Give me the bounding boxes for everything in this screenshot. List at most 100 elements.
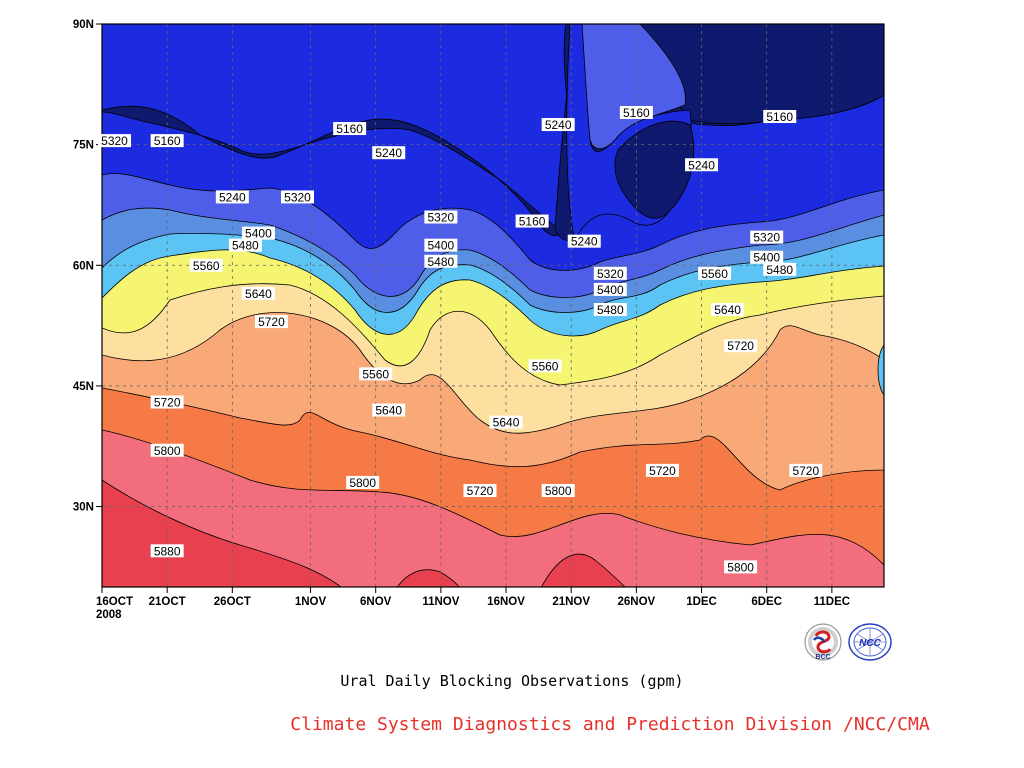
contour-label: 5720 xyxy=(724,339,758,353)
contour-label: 5320 xyxy=(750,230,784,245)
contour-label-text: 5160 xyxy=(766,110,793,124)
contour-label-text: 5640 xyxy=(714,303,741,317)
contour-label: 5240 xyxy=(215,190,249,204)
contour-label: 5640 xyxy=(489,415,523,430)
contour-label-box xyxy=(541,483,575,497)
x-tick-label: 26OCT xyxy=(214,596,251,608)
contour-label-text: 5240 xyxy=(219,190,246,204)
contour-label-box xyxy=(150,134,184,148)
x-tick-label: 6NOV xyxy=(360,596,392,608)
contour-label: 5240 xyxy=(567,234,601,249)
contour-label: 5400 xyxy=(593,282,627,297)
contour-label-box xyxy=(150,395,184,409)
x-tick-label: 1NOV xyxy=(295,596,327,608)
y-tick-label: 30N xyxy=(73,502,94,514)
ncc-logo-text: NCC xyxy=(859,638,881,649)
contour-labels: 5160 5320 5160 5240 5240 5320 5240 5160 5160 5240… xyxy=(98,105,823,574)
grid-lines xyxy=(102,24,884,587)
contour-label-box xyxy=(619,105,653,119)
contour-label-box xyxy=(489,415,523,429)
contour-label: 5240 xyxy=(685,158,719,172)
plot-frame xyxy=(101,23,885,588)
contour-label: 5400 xyxy=(750,250,784,265)
contour-label-text: 5560 xyxy=(532,359,559,373)
contour-label-text: 5320 xyxy=(428,211,455,225)
contour-label: 5800 xyxy=(346,475,380,490)
contour-label: 5400 xyxy=(424,238,458,253)
contour-label-box xyxy=(789,463,823,477)
contour-label-box xyxy=(593,282,627,296)
contour-label-box xyxy=(98,134,131,148)
contour-label: 5240 xyxy=(541,118,575,132)
contour-label-box xyxy=(150,443,184,457)
bcc-logo-icon: BCC xyxy=(804,623,842,661)
contour-label: 5800 xyxy=(150,443,184,458)
contour-label-text: 5400 xyxy=(597,283,624,297)
x-tick-label: 16OCT xyxy=(96,596,133,608)
contour-label-text: 5240 xyxy=(375,146,402,160)
contour-label-text: 5800 xyxy=(545,484,572,498)
contour-label-text: 5720 xyxy=(649,464,676,478)
contour-label-text: 5800 xyxy=(727,560,754,574)
contour-label-box xyxy=(333,122,367,136)
contour-label-text: 5640 xyxy=(493,416,520,430)
contour-label: 5560 xyxy=(698,266,732,281)
contour-label: 5640 xyxy=(711,303,745,317)
contour-label-text: 5480 xyxy=(597,303,624,317)
contour-label-box xyxy=(424,210,458,224)
contour-label-text: 5400 xyxy=(245,227,272,241)
contour-label-text: 5640 xyxy=(375,404,402,418)
contour-label-text: 5320 xyxy=(753,231,780,245)
contour-label-box xyxy=(215,190,249,204)
contour-label-box xyxy=(593,266,627,280)
contour-label-text: 5320 xyxy=(101,134,128,148)
ncc-logo-icon: NCC xyxy=(848,623,892,661)
contour-label-box xyxy=(515,214,549,228)
contour-label-text: 5880 xyxy=(154,544,181,558)
contour-label-text: 5560 xyxy=(193,259,220,273)
contour-label-box xyxy=(750,230,784,244)
contour-label-text: 5720 xyxy=(727,339,754,353)
contour-label-box xyxy=(424,254,458,268)
y-tick-label: 60N xyxy=(73,260,94,272)
contour-label-box xyxy=(711,303,745,317)
y-tick-label: 90N xyxy=(73,19,94,31)
contour-label-box xyxy=(241,286,275,300)
contour-label: 5160 xyxy=(150,134,184,148)
contour-label-box xyxy=(359,367,393,381)
contour-label-text: 5720 xyxy=(467,484,494,498)
contour-label-text: 5400 xyxy=(753,251,780,265)
contour-label: 5320 xyxy=(281,190,314,204)
contour-label-box xyxy=(372,146,406,160)
x-tick-label: 16NOV xyxy=(487,596,525,608)
contour-label-box xyxy=(724,339,758,353)
contour-label: 5160 xyxy=(619,105,653,120)
contour-label-text: 5160 xyxy=(519,215,546,229)
contour-label-text: 5800 xyxy=(154,444,181,458)
contour-label-box xyxy=(189,258,223,272)
contour-label-box xyxy=(685,158,719,172)
contour-label-box xyxy=(241,226,275,240)
contour-label-box xyxy=(254,315,288,329)
x-tick-label: 6DEC xyxy=(751,596,782,608)
contour-label-text: 5320 xyxy=(597,267,624,281)
contour-label-box xyxy=(541,118,575,132)
contour-label-text: 5480 xyxy=(428,255,455,269)
contour-label-box xyxy=(372,403,406,417)
contour-label: 5640 xyxy=(241,286,275,301)
contour-label-box xyxy=(463,483,497,497)
x-tick-label: 11DEC xyxy=(814,596,850,608)
contour-label-box xyxy=(228,238,262,252)
contour-label-text: 5560 xyxy=(362,367,389,381)
contour-label: 5560 xyxy=(359,367,393,381)
contour-label: 5160 xyxy=(515,214,549,229)
contour-label-text: 5160 xyxy=(623,106,650,120)
contour-label: 5880 xyxy=(150,544,184,558)
x-tick-label: 21NOV xyxy=(552,596,590,608)
contour-label-box xyxy=(528,359,562,373)
contour-label: 5560 xyxy=(528,359,562,373)
band-5880-patch-a xyxy=(396,569,460,587)
contour-label-text: 5480 xyxy=(766,263,793,277)
contour-label: 5720 xyxy=(254,315,288,329)
contour-label-box xyxy=(645,463,679,477)
